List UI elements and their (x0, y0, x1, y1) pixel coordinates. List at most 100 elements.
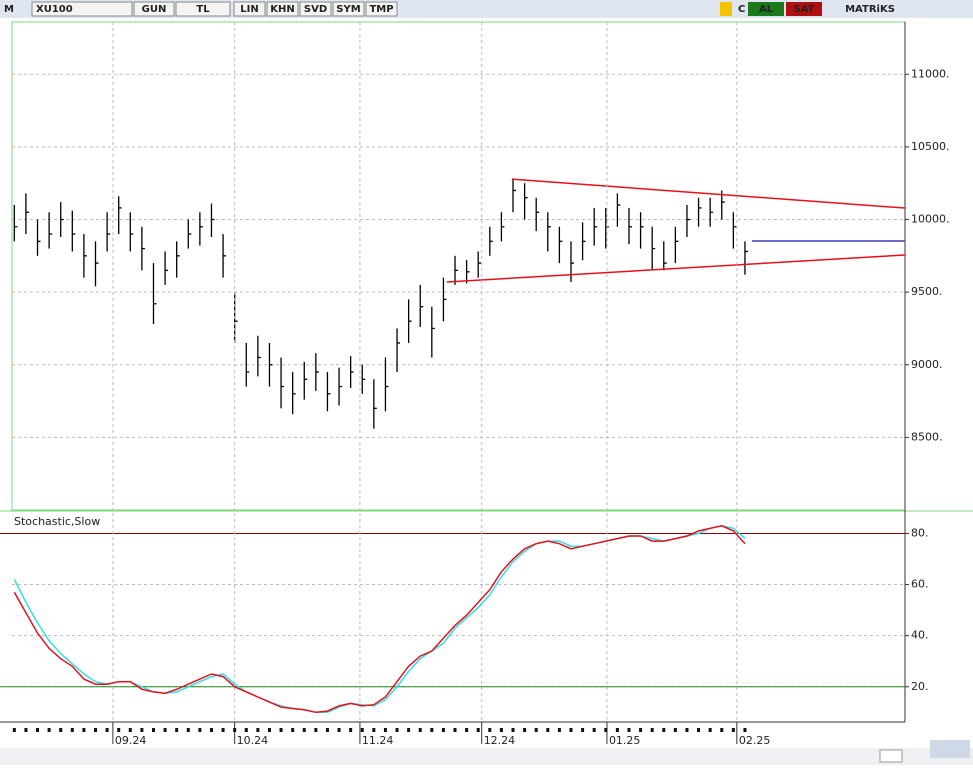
x-axis-day-mark (47, 728, 51, 732)
c-button[interactable]: C (738, 4, 745, 15)
x-axis-day-mark (163, 728, 167, 732)
x-axis-day-mark (117, 728, 121, 732)
x-axis-day-mark (476, 728, 480, 732)
currency[interactable]: TL (196, 4, 210, 15)
scrollbar[interactable] (0, 748, 973, 765)
toolbar-button[interactable] (233, 1, 266, 17)
period[interactable]: GUN (142, 4, 167, 15)
x-axis-day-mark (291, 728, 295, 732)
toolbar-button[interactable] (365, 1, 398, 17)
trend-line (511, 178, 906, 209)
x-axis-day-mark (685, 728, 689, 732)
x-axis-day-mark (743, 728, 747, 732)
nav-buttons[interactable] (930, 740, 970, 758)
x-axis-day-mark (82, 728, 86, 732)
x-tick-label: 09.24 (115, 734, 147, 747)
toolbar-button[interactable] (332, 1, 365, 17)
x-axis-day-mark (534, 728, 538, 732)
x-axis-day-mark (546, 728, 550, 732)
x-axis-day-mark (465, 728, 469, 732)
x-axis-day-mark (94, 728, 98, 732)
x-axis-day-mark (198, 728, 202, 732)
x-tick-label: 12.24 (484, 734, 516, 747)
x-tick-label: 02.25 (739, 734, 771, 747)
period-box[interactable] (133, 1, 175, 17)
x-axis-day-mark (569, 728, 573, 732)
x-axis-day-mark (673, 728, 677, 732)
x-axis-day-mark (302, 728, 306, 732)
x-axis-day-mark (12, 728, 16, 732)
x-axis-day-mark (499, 728, 503, 732)
toolbar-button-label[interactable]: LIN (240, 4, 258, 15)
x-axis-day-mark (151, 728, 155, 732)
x-axis-day-mark (256, 728, 260, 732)
toolbar-button-label[interactable]: TMP (369, 4, 393, 15)
x-axis-day-mark (325, 728, 329, 732)
x-axis-strip (0, 722, 905, 746)
x-axis-day-mark (395, 728, 399, 732)
x-axis-day-mark (697, 728, 701, 732)
y-tick-label: 10500. (911, 140, 950, 153)
x-axis-day-mark (581, 728, 585, 732)
brand: MATRiKS (845, 4, 895, 15)
x-axis-day-mark (604, 728, 608, 732)
x-axis-day-mark (650, 728, 654, 732)
y-tick-label: 20. (911, 680, 929, 693)
x-axis-day-mark (720, 728, 724, 732)
y-tick-label: 60. (911, 578, 929, 591)
x-tick-label: 01.25 (609, 734, 641, 747)
x-axis-day-mark (349, 728, 353, 732)
x-axis-day-mark (418, 728, 422, 732)
x-tick-label: 11.24 (362, 734, 394, 747)
x-axis-day-mark (314, 728, 318, 732)
sell-box[interactable] (786, 2, 822, 16)
sell-button[interactable]: SAT (794, 4, 815, 15)
toolbar-button-label[interactable]: SYM (336, 4, 360, 15)
currency-box[interactable] (175, 1, 231, 17)
toolbar: M XU100 GUN TL LIN KHN SVD SYM TMP C AL SAT … (0, 0, 973, 18)
x-axis-day-mark (24, 728, 28, 732)
toolbar-button-label[interactable]: KHN (270, 4, 295, 15)
indicator-line (13, 525, 746, 714)
toolbar-button-label[interactable]: SVD (304, 4, 327, 15)
x-axis-day-mark (209, 728, 213, 732)
x-axis-day-mark (627, 728, 631, 732)
x-axis-day-mark (639, 728, 643, 732)
y-tick-label: 8500. (911, 430, 943, 443)
x-axis-day-mark (36, 728, 40, 732)
x-axis-day-mark (708, 728, 712, 732)
buy-box[interactable] (748, 2, 784, 16)
x-axis-day-mark (441, 728, 445, 732)
toolbar-button[interactable] (266, 1, 299, 17)
logo: M (4, 4, 14, 15)
x-axis-day-mark (105, 728, 109, 732)
scroll-thumb[interactable] (879, 749, 903, 763)
flash-icon[interactable] (720, 2, 732, 16)
x-axis-day-mark (267, 728, 271, 732)
y-tick-label: 9000. (911, 358, 943, 371)
x-axis-day-mark (453, 728, 457, 732)
y-tick-label: 9500. (911, 285, 943, 298)
y-tick-label: 40. (911, 629, 929, 642)
x-axis-day-mark (407, 728, 411, 732)
x-axis-day-mark (244, 728, 248, 732)
x-axis-day-mark (186, 728, 190, 732)
x-axis-day-mark (523, 728, 527, 732)
x-axis-day-mark (662, 728, 666, 732)
symbol-box[interactable] (31, 1, 133, 17)
x-axis-day-mark (337, 728, 341, 732)
x-axis-day-mark (360, 728, 364, 732)
x-axis-day-mark (59, 728, 63, 732)
x-axis-day-mark (279, 728, 283, 732)
y-tick-label: 11000. (911, 67, 950, 80)
button-group: LIN KHN SVD SYM TMP (233, 1, 398, 17)
buy-button[interactable]: AL (759, 4, 774, 15)
x-axis-day-mark (430, 728, 434, 732)
symbol[interactable]: XU100 (36, 4, 73, 15)
x-axis-day-mark (140, 728, 144, 732)
x-axis-day-mark (221, 728, 225, 732)
toolbar-button[interactable] (299, 1, 332, 17)
x-axis-day-mark (70, 728, 74, 732)
